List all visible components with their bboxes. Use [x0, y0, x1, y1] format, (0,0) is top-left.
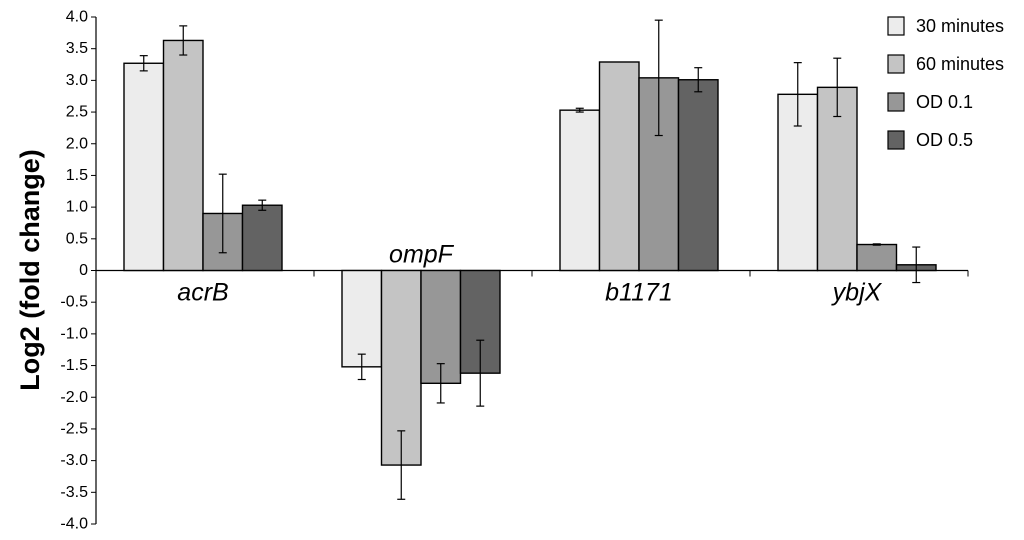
y-tick-label: 1.5 [66, 167, 88, 184]
bar [559, 109, 601, 272]
category-label: ybjX [831, 279, 883, 307]
bar [162, 39, 204, 272]
category-label: acrB [177, 279, 228, 307]
error-bars [139, 19, 921, 500]
legend: 30 minutes 60 minutes OD 0.1 OD 0.5 [887, 16, 1004, 150]
bar [123, 62, 165, 272]
bar [241, 204, 283, 272]
y-tick-label: -0.5 [60, 294, 88, 311]
y-tick-label: 2.5 [66, 104, 88, 121]
legend-swatch [887, 54, 905, 74]
bar [856, 243, 898, 272]
category-label: ompF [389, 241, 455, 269]
y-tick-label: 0.5 [66, 230, 88, 247]
bar [341, 269, 383, 368]
y-tick-label: 4.0 [66, 9, 88, 26]
legend-swatch [887, 130, 905, 150]
legend-swatch [887, 92, 905, 112]
bar [677, 79, 719, 272]
y-tick-label: 3.5 [66, 40, 88, 57]
y-tick-label: -2.0 [60, 389, 88, 406]
category-label: b1171 [605, 279, 673, 307]
axes: 4.0 3.5 3.0 2.5 2.0 1.5 1.0 0.5 0 -0.5 -1.0 -1.5 -2.… [60, 9, 969, 533]
bar [816, 86, 858, 272]
legend-label: OD 0.1 [916, 92, 973, 112]
y-axis-label: Log2 (fold change) [15, 149, 45, 390]
category-labels: acrB ompF b1171 ybjX [177, 241, 882, 307]
legend-label: 60 minutes [916, 54, 1004, 74]
y-tick-label: 3.0 [66, 72, 88, 89]
y-tick-label: 2.0 [66, 135, 88, 152]
y-tick-label: -2.5 [60, 420, 88, 437]
y-tick-label: -3.5 [60, 484, 88, 501]
legend-swatch [887, 16, 905, 36]
bars [123, 39, 937, 466]
bar [598, 61, 640, 272]
y-tick-label: -1.5 [60, 357, 88, 374]
y-tick-label: -4.0 [60, 516, 88, 533]
y-tick-label: -3.0 [60, 452, 88, 469]
legend-label: 30 minutes [916, 16, 1004, 36]
legend-label: OD 0.5 [916, 130, 973, 150]
y-tick-label: 0 [79, 262, 88, 279]
y-tick-label: 1.0 [66, 199, 88, 216]
y-tick-label: -1.0 [60, 325, 88, 342]
